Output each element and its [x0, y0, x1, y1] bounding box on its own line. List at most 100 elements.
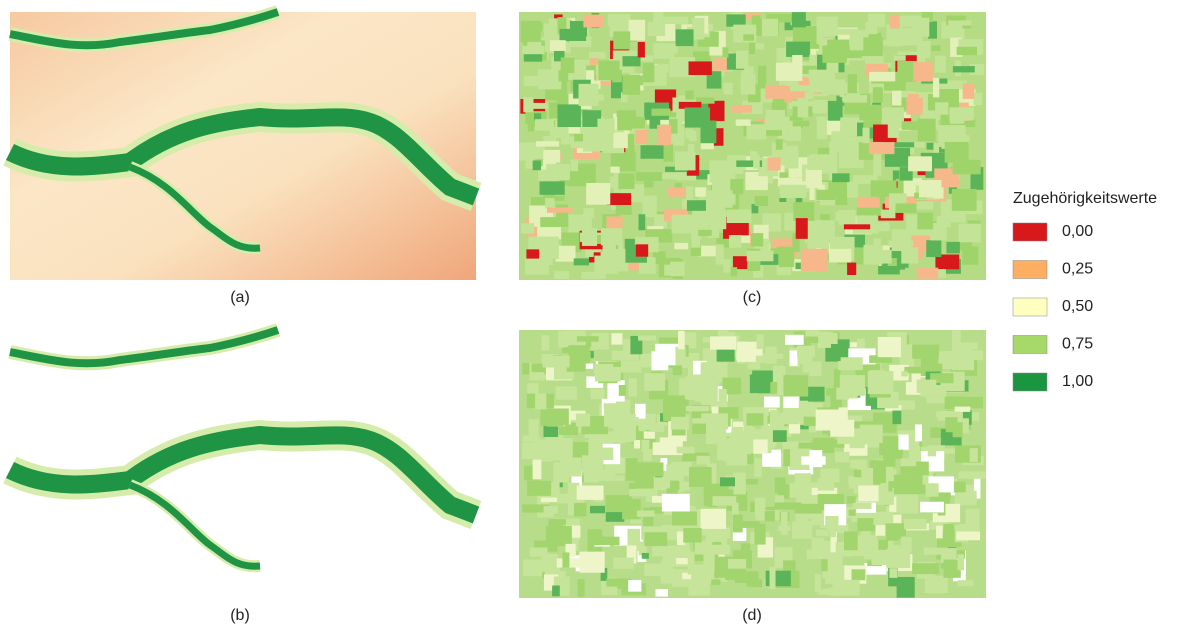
field-patch — [896, 203, 917, 213]
field-patch — [936, 412, 960, 418]
field-patch — [638, 42, 645, 57]
field-patch — [720, 477, 735, 486]
field-patch — [869, 72, 895, 82]
field-patch — [908, 94, 919, 112]
field-patch — [663, 395, 686, 416]
legend-label: 0,00 — [1062, 223, 1093, 240]
legend-swatch — [1013, 261, 1047, 279]
field-patch — [603, 235, 616, 255]
field-patch — [830, 237, 855, 249]
field-patch — [926, 240, 941, 257]
field-patch — [716, 244, 724, 264]
panel-d — [519, 330, 986, 598]
field-patch — [525, 259, 549, 275]
field-patch — [522, 436, 539, 443]
field-patch — [741, 543, 750, 557]
field-patch — [570, 159, 578, 171]
field-patch — [604, 406, 619, 427]
field-patch — [560, 29, 587, 41]
field-patch — [621, 360, 641, 372]
field-patch — [822, 46, 846, 63]
panel-label: (a) — [230, 289, 250, 306]
field-patch — [700, 120, 716, 143]
field-patch — [812, 100, 826, 114]
field-patch — [807, 156, 824, 170]
field-patch — [547, 208, 572, 213]
field-patch — [945, 142, 969, 163]
field-patch — [766, 110, 785, 128]
field-patch — [838, 80, 844, 95]
field-patch — [797, 346, 815, 357]
field-patch — [870, 370, 886, 376]
field-patch — [530, 547, 548, 556]
field-patch — [629, 20, 646, 41]
field-patch — [836, 388, 849, 400]
field-patch — [915, 424, 922, 441]
field-patch — [657, 125, 671, 145]
field-patch — [636, 172, 662, 181]
field-patch — [722, 47, 728, 57]
field-patch — [644, 181, 654, 187]
field-patch — [917, 380, 937, 393]
field-patch — [753, 155, 760, 168]
field-patch — [789, 483, 810, 498]
field-patch — [817, 224, 831, 236]
field-patch — [816, 530, 828, 537]
field-patch — [764, 396, 780, 407]
field-patch — [818, 478, 834, 491]
field-patch — [917, 213, 933, 230]
field-patch — [847, 263, 856, 275]
field-patch — [868, 222, 889, 231]
field-patch — [664, 546, 685, 552]
field-patch — [670, 481, 679, 491]
field-patch — [957, 135, 969, 143]
field-patch — [816, 190, 835, 200]
field-patch — [635, 472, 654, 488]
field-patch — [948, 20, 971, 25]
panel-label: (c) — [743, 289, 762, 306]
field-patch — [617, 110, 636, 117]
field-patch — [733, 515, 743, 533]
field-patch — [541, 408, 568, 424]
field-patch — [522, 443, 539, 459]
field-patch — [613, 558, 634, 569]
field-patch — [686, 406, 709, 411]
field-patch — [736, 119, 751, 125]
field-patch — [560, 457, 581, 476]
legend: 0,000,250,500,751,00 — [1013, 223, 1093, 391]
field-patch — [713, 58, 728, 70]
field-patch — [546, 164, 570, 180]
field-patch — [885, 523, 898, 540]
field-patch — [556, 386, 577, 399]
field-patch — [859, 105, 882, 121]
field-patch — [972, 412, 979, 421]
field-patch — [743, 34, 754, 40]
field-patch — [931, 45, 940, 51]
field-patch — [707, 364, 719, 386]
field-patch — [838, 357, 863, 370]
field-patch — [671, 415, 689, 429]
field-patch — [533, 161, 541, 171]
field-patch — [583, 15, 603, 28]
field-patch — [850, 459, 867, 468]
field-patch — [672, 511, 697, 525]
field-patch — [622, 75, 640, 95]
field-patch — [731, 267, 737, 276]
field-patch — [779, 185, 806, 198]
field-patch — [710, 336, 736, 349]
field-patch — [544, 506, 558, 513]
field-patch — [741, 73, 756, 94]
field-patch — [701, 509, 726, 529]
field-patch — [957, 47, 977, 55]
field-patch — [817, 23, 824, 44]
panel-label: (b) — [230, 607, 250, 624]
field-patch — [635, 130, 647, 144]
field-patch — [521, 223, 534, 233]
field-patch — [638, 336, 656, 341]
field-patch — [926, 397, 945, 403]
field-patch — [577, 486, 604, 500]
field-patch — [970, 448, 978, 462]
field-patch — [890, 15, 900, 29]
field-patch — [540, 217, 567, 227]
field-patch — [912, 563, 939, 574]
